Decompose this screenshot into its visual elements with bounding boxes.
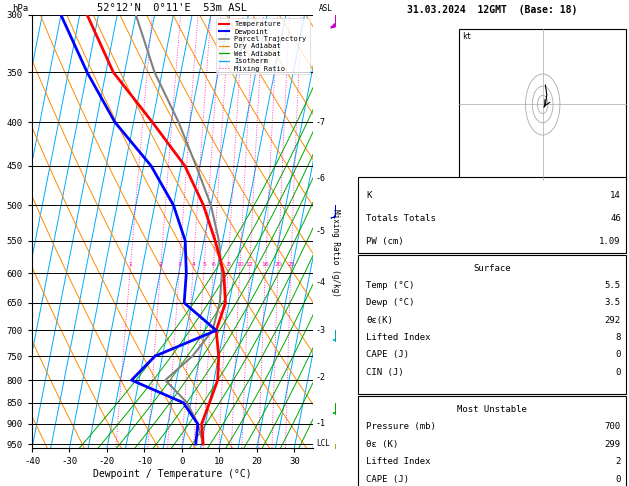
Text: -4: -4 (316, 278, 326, 287)
Text: PW (cm): PW (cm) (366, 237, 404, 246)
Text: -7: -7 (316, 118, 326, 126)
Text: 16: 16 (262, 262, 269, 267)
Text: 0: 0 (615, 350, 621, 359)
Text: -1: -1 (316, 419, 326, 428)
Text: 2: 2 (159, 262, 163, 267)
Text: CAPE (J): CAPE (J) (366, 350, 409, 359)
Text: -2: -2 (316, 373, 326, 382)
Text: 5: 5 (203, 262, 206, 267)
Text: 3: 3 (177, 262, 181, 267)
Text: 0: 0 (615, 368, 621, 377)
Legend: Temperature, Dewpoint, Parcel Trajectory, Dry Adiabat, Wet Adiabat, Isotherm, Mi: Temperature, Dewpoint, Parcel Trajectory… (216, 18, 309, 74)
Text: 5.5: 5.5 (604, 281, 621, 290)
Text: 25: 25 (287, 262, 295, 267)
Text: 8: 8 (615, 333, 621, 342)
Text: 1: 1 (128, 262, 132, 267)
Bar (358, 255, 626, 394)
Text: Surface: Surface (473, 264, 511, 273)
Text: CAPE (J): CAPE (J) (366, 475, 409, 484)
Text: 31.03.2024  12GMT  (Base: 18): 31.03.2024 12GMT (Base: 18) (407, 5, 577, 15)
Text: hPa: hPa (13, 4, 28, 13)
Text: θε (K): θε (K) (366, 440, 398, 449)
Text: 1.09: 1.09 (599, 237, 621, 246)
Text: 52°12'N  0°11'E  53m ASL: 52°12'N 0°11'E 53m ASL (97, 2, 247, 13)
Text: Lifted Index: Lifted Index (366, 333, 430, 342)
Text: -3: -3 (316, 326, 326, 335)
Text: LCL: LCL (316, 439, 330, 448)
Text: 46: 46 (610, 214, 621, 223)
Text: 8: 8 (226, 262, 230, 267)
Text: Totals Totals: Totals Totals (366, 214, 436, 223)
Text: 2: 2 (615, 457, 621, 467)
Text: 700: 700 (604, 422, 621, 432)
Bar (358, 177, 626, 253)
Text: Dewp (°C): Dewp (°C) (366, 298, 415, 308)
Text: Pressure (mb): Pressure (mb) (366, 422, 436, 432)
Text: Most Unstable: Most Unstable (457, 405, 527, 414)
Text: 6: 6 (211, 262, 215, 267)
Text: -5: -5 (316, 227, 326, 236)
Text: Temp (°C): Temp (°C) (366, 281, 415, 290)
Text: 14: 14 (610, 191, 621, 200)
Text: 292: 292 (604, 316, 621, 325)
Text: CIN (J): CIN (J) (366, 368, 404, 377)
Text: 299: 299 (604, 440, 621, 449)
Text: kt: kt (462, 32, 471, 41)
Text: 3.5: 3.5 (604, 298, 621, 308)
Text: 10: 10 (236, 262, 244, 267)
Text: Mixing Ratio (g/kg): Mixing Ratio (g/kg) (331, 209, 340, 297)
Bar (358, 396, 626, 486)
Text: -6: -6 (316, 174, 326, 183)
Text: 20: 20 (274, 262, 282, 267)
Text: θε(K): θε(K) (366, 316, 393, 325)
Text: 0: 0 (615, 475, 621, 484)
Text: 4: 4 (191, 262, 195, 267)
Text: 12: 12 (246, 262, 253, 267)
X-axis label: Dewpoint / Temperature (°C): Dewpoint / Temperature (°C) (93, 469, 252, 479)
Text: Lifted Index: Lifted Index (366, 457, 430, 467)
Bar (459, 29, 626, 180)
Text: K: K (366, 191, 371, 200)
Text: km
ASL: km ASL (319, 0, 333, 13)
